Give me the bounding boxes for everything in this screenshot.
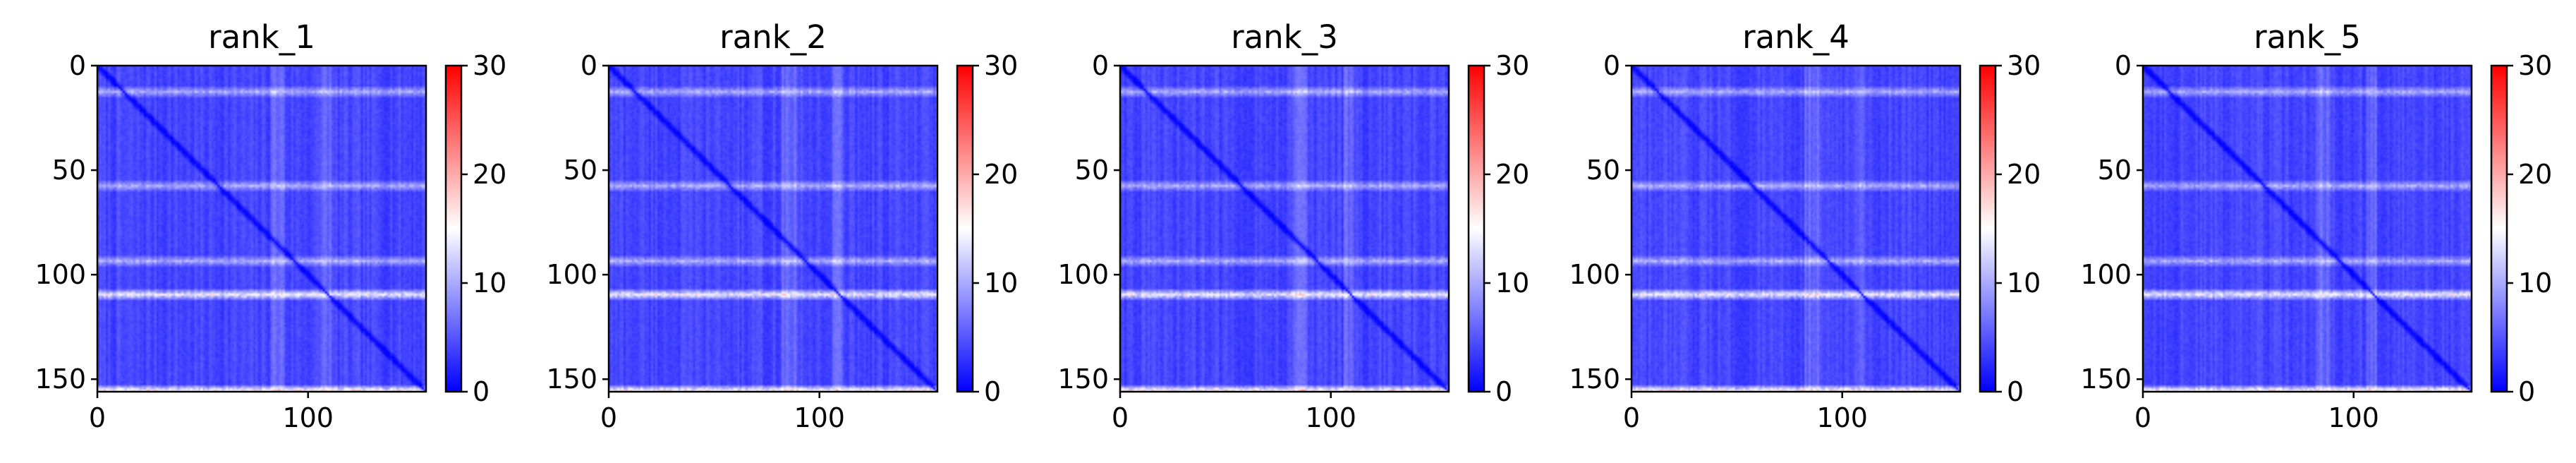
x-tick-label: 100 bbox=[794, 402, 845, 433]
colorbar-tick-label: 0 bbox=[2518, 376, 2535, 407]
heatmap-frame bbox=[2141, 64, 2473, 393]
x-tick-label: 0 bbox=[1112, 402, 1129, 433]
heatmap-frame bbox=[1630, 64, 1962, 393]
colorbar bbox=[2491, 66, 2507, 392]
colorbar-tick-label: 30 bbox=[2518, 50, 2552, 81]
colorbar bbox=[957, 66, 973, 392]
colorbar-tick-label: 10 bbox=[984, 267, 1018, 299]
x-tick-label: 0 bbox=[600, 402, 617, 433]
panel-title: rank_2 bbox=[719, 18, 827, 56]
colorbar-tick-label: 20 bbox=[2518, 159, 2552, 190]
y-tick-label: 0 bbox=[581, 50, 597, 81]
x-tick-label: 100 bbox=[282, 402, 334, 433]
colorbar-tick-label: 10 bbox=[2518, 267, 2552, 299]
colorbar-tick-label: 30 bbox=[984, 50, 1018, 81]
y-tick-label: 50 bbox=[2098, 155, 2132, 186]
heatmap-image bbox=[1120, 66, 1449, 392]
y-tick-label: 100 bbox=[1569, 259, 1620, 290]
colorbar-tick-label: 20 bbox=[984, 159, 1018, 190]
colorbar bbox=[1980, 66, 1995, 392]
colorbar-frame bbox=[956, 64, 974, 393]
colorbar bbox=[1469, 66, 1484, 392]
y-tick-label: 50 bbox=[564, 155, 597, 186]
heatmap-frame bbox=[96, 64, 427, 393]
y-tick-label: 150 bbox=[1057, 363, 1109, 395]
heatmap-image bbox=[2143, 66, 2472, 392]
colorbar-tick-label: 0 bbox=[2007, 376, 2024, 407]
heatmap-image bbox=[97, 66, 426, 392]
y-tick-label: 0 bbox=[69, 50, 86, 81]
panel-title: rank_4 bbox=[1742, 18, 1849, 56]
colorbar-tick-label: 0 bbox=[473, 376, 490, 407]
x-tick-label: 0 bbox=[1623, 402, 1640, 433]
colorbar-frame bbox=[2490, 64, 2508, 393]
heatmap-frame bbox=[607, 64, 939, 393]
y-tick-label: 150 bbox=[35, 363, 86, 395]
y-tick-label: 150 bbox=[546, 363, 597, 395]
x-tick-label: 100 bbox=[1305, 402, 1356, 433]
heatmap-image bbox=[1632, 66, 1960, 392]
colorbar-tick-label: 30 bbox=[1495, 50, 1529, 81]
x-tick-label: 0 bbox=[89, 402, 106, 433]
panel-title: rank_3 bbox=[1231, 18, 1338, 56]
colorbar-tick-label: 10 bbox=[1495, 267, 1529, 299]
panel-title: rank_5 bbox=[2254, 18, 2361, 56]
colorbar-tick-label: 30 bbox=[473, 50, 506, 81]
colorbar-tick-label: 30 bbox=[2007, 50, 2041, 81]
y-tick-label: 0 bbox=[1092, 50, 1109, 81]
colorbar-tick-label: 20 bbox=[2007, 159, 2041, 190]
y-tick-label: 50 bbox=[1075, 155, 1109, 186]
colorbar-tick-label: 0 bbox=[984, 376, 1001, 407]
x-tick-label: 100 bbox=[1816, 402, 1868, 433]
y-tick-label: 0 bbox=[2115, 50, 2132, 81]
colorbar-tick-label: 10 bbox=[2007, 267, 2041, 299]
y-tick-label: 50 bbox=[1586, 155, 1620, 186]
y-tick-label: 0 bbox=[1603, 50, 1620, 81]
colorbar-frame bbox=[444, 64, 463, 393]
x-tick-label: 100 bbox=[2328, 402, 2379, 433]
y-tick-label: 100 bbox=[546, 259, 597, 290]
colorbar bbox=[446, 66, 461, 392]
y-tick-label: 150 bbox=[2080, 363, 2132, 395]
heatmap-image bbox=[609, 66, 937, 392]
heatmap-frame bbox=[1119, 64, 1450, 393]
colorbar-frame bbox=[1467, 64, 1486, 393]
x-tick-label: 0 bbox=[2134, 402, 2151, 433]
colorbar-tick-label: 20 bbox=[1495, 159, 1529, 190]
y-tick-label: 150 bbox=[1569, 363, 1620, 395]
colorbar-tick-label: 10 bbox=[473, 267, 506, 299]
y-tick-label: 100 bbox=[2080, 259, 2132, 290]
colorbar-frame bbox=[1979, 64, 1997, 393]
y-tick-label: 100 bbox=[35, 259, 86, 290]
colorbar-tick-label: 0 bbox=[1495, 376, 1512, 407]
y-tick-label: 50 bbox=[52, 155, 86, 186]
colorbar-tick-label: 20 bbox=[473, 159, 506, 190]
y-tick-label: 100 bbox=[1057, 259, 1109, 290]
panel-title: rank_1 bbox=[208, 18, 315, 56]
